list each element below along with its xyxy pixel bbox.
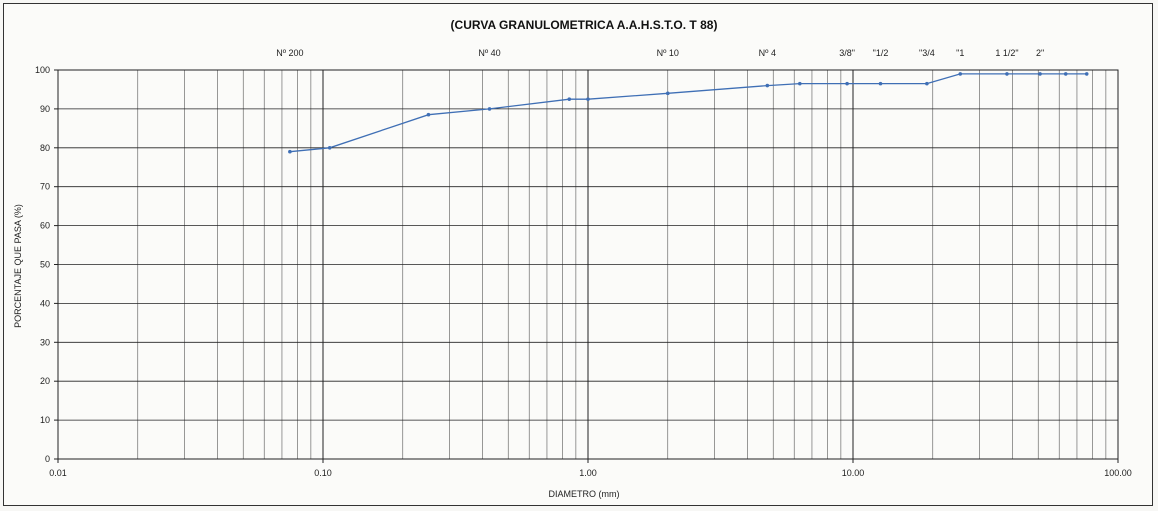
chart-title: (CURVA GRANULOMETRICA A.A.H.S.T.O. T 88) xyxy=(451,18,718,32)
sieve-labels: Nº 200 Nº 40 Nº 10 Nº 4 3/8" "1/2 "3/4 "1 1 1/2"… xyxy=(276,48,1044,58)
sieve-label: 1 1/2" xyxy=(995,48,1018,58)
data-point xyxy=(1084,72,1089,76)
axes: 0 10 20 30 40 50 60 70 80 90 100 0.01 0.10 1.00 10.00 1… xyxy=(35,65,1132,478)
sieve-label: Nº 10 xyxy=(657,48,679,58)
data-point xyxy=(958,72,963,76)
x-tick-label: 0.10 xyxy=(314,468,332,478)
y-tick-label: 10 xyxy=(40,415,50,425)
sieve-label: "1/2 xyxy=(873,48,889,58)
y-tick-label: 90 xyxy=(40,104,50,114)
series-line xyxy=(289,73,1087,153)
sieve-label: 3/8" xyxy=(839,48,855,58)
data-point xyxy=(925,81,929,86)
data-point xyxy=(327,146,332,150)
data-point xyxy=(798,81,802,86)
sieve-label: "3/4 xyxy=(919,48,935,58)
x-tick-label: 10.00 xyxy=(842,468,865,478)
y-tick-label: 70 xyxy=(40,182,50,192)
y-tick-label: 20 xyxy=(40,376,50,386)
sieve-label: Nº 4 xyxy=(759,48,776,58)
data-point xyxy=(765,83,770,88)
granulometric-chart: 0 10 20 30 40 50 60 70 80 90 100 0.01 0.10 1.00 10.00 1… xyxy=(13,18,1132,499)
y-tick-label: 80 xyxy=(40,143,50,153)
y-tick-label: 60 xyxy=(40,221,50,231)
y-tick-label: 50 xyxy=(40,260,50,270)
x-tick-label: 100.00 xyxy=(1104,468,1132,478)
y-tick-label: 0 xyxy=(45,454,50,464)
data-point xyxy=(426,112,431,117)
data-point xyxy=(487,107,492,111)
sieve-label: "1 xyxy=(956,48,964,58)
data-point xyxy=(878,81,883,86)
data-point xyxy=(1038,72,1042,76)
x-tick-label: 0.01 xyxy=(49,468,67,478)
sieve-label: Nº 40 xyxy=(478,48,500,58)
sieve-label: 2" xyxy=(1036,48,1044,58)
chart-frame: 0 10 20 30 40 50 60 70 80 90 100 0.01 0.10 1.00 10.00 1… xyxy=(3,3,1153,506)
x-axis-label: DIAMETRO (mm) xyxy=(549,489,620,499)
y-tick-label: 100 xyxy=(35,65,50,75)
data-point xyxy=(288,149,292,154)
sieve-label: Nº 200 xyxy=(276,48,303,58)
data-point xyxy=(1005,72,1009,76)
data-point xyxy=(1063,72,1068,76)
data-point xyxy=(845,81,849,86)
data-point xyxy=(586,97,590,101)
data-point xyxy=(567,97,572,101)
data-point xyxy=(665,91,670,96)
y-tick-label: 30 xyxy=(40,337,50,347)
x-tick-label: 1.00 xyxy=(579,468,597,478)
y-axis-label: PORCENTAJE QUE PASA (%) xyxy=(13,204,23,328)
series xyxy=(288,72,1089,154)
y-tick-label: 40 xyxy=(40,298,50,308)
grid xyxy=(57,69,1118,460)
